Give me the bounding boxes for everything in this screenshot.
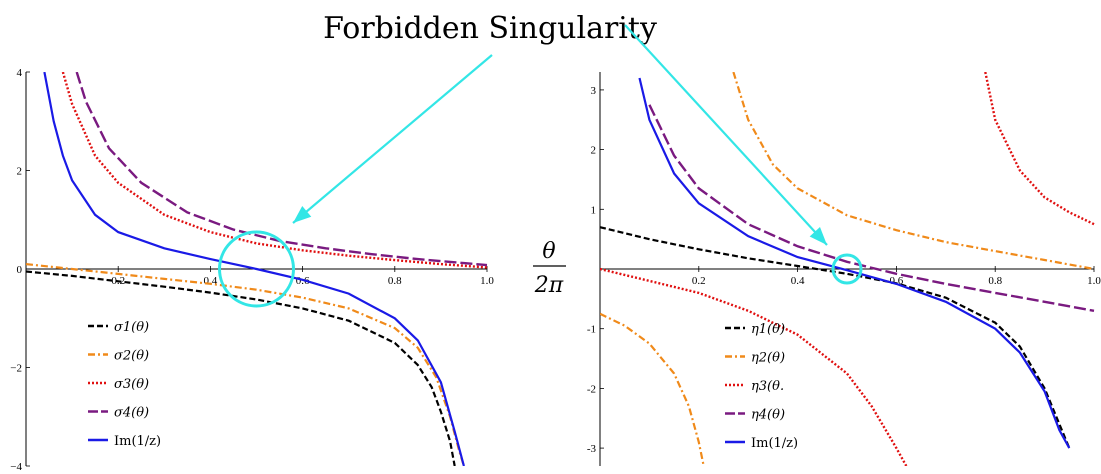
arrow-to-left-singularity <box>292 54 493 224</box>
right-x-tick-label: 0.2 <box>692 275 706 287</box>
left-legend-label: Im(1/z) <box>114 434 161 449</box>
right-legend-label: η4(θ) <box>751 408 785 423</box>
left-singularity-circle <box>218 230 295 308</box>
right-singularity-circle <box>831 253 863 285</box>
right-series-line <box>984 72 1095 226</box>
right-series-line <box>600 312 705 466</box>
left-y-tick-label: 0 <box>17 264 23 276</box>
forbidden-singularity-title: Forbidden Singularity <box>323 11 657 46</box>
left-y-tick-label: −2 <box>10 363 22 375</box>
right-y-tick-label: -2 <box>587 383 596 395</box>
left-series-line <box>43 72 465 466</box>
left-y-tick-label: 2 <box>17 166 23 178</box>
left-legend-label: σ3(θ) <box>114 377 149 392</box>
left-y-tick-label: 4 <box>17 67 23 79</box>
theta-numerator: θ <box>542 239 555 264</box>
right-x-tick-label: 0.4 <box>791 275 805 287</box>
right-y-tick-label: -3 <box>587 443 597 455</box>
left-series-line <box>26 270 456 466</box>
right-series-line <box>732 72 1095 271</box>
right-plot: 0.2 0.4 0.6 0.8 1.0321-1-2-3η1(θ)η2(θ)η3(θ.η… <box>587 72 1101 466</box>
left-legend-label: σ2(θ) <box>114 349 149 364</box>
left-series-line <box>75 72 488 267</box>
left-x-tick-label: 1.0 <box>480 275 494 287</box>
right-legend-label: Im(1/z) <box>751 436 798 451</box>
left-series-line <box>26 263 465 466</box>
left-plot: 0.2 0.4 0.6 0.8 1.0420−2−4σ1(θ)σ2(θ)σ3(θ)σ4(… <box>10 67 494 473</box>
left-series-line <box>61 72 488 269</box>
left-legend-label: σ4(θ) <box>114 406 149 421</box>
left-y-tick-label: −4 <box>10 461 22 473</box>
right-x-tick-label: 0.8 <box>988 275 1002 287</box>
arrow-to-left-singularity-head <box>293 206 312 223</box>
right-y-tick-label: -1 <box>587 324 596 336</box>
right-legend-label: η1(θ) <box>751 322 785 337</box>
annotation-arrows <box>292 24 828 246</box>
right-x-tick-label: 1.0 <box>1087 275 1101 287</box>
right-y-tick-label: 1 <box>591 204 597 216</box>
right-legend-label: η2(θ) <box>751 351 785 366</box>
right-legend-label: η3(θ. <box>751 379 784 394</box>
arrow-to-right-singularity <box>624 24 828 246</box>
left-x-tick-label: 0.8 <box>388 275 402 287</box>
left-legend-label: σ1(θ) <box>114 320 149 335</box>
right-y-tick-label: 2 <box>591 145 597 157</box>
right-series-line <box>600 267 908 466</box>
right-series-line <box>638 77 1071 449</box>
right-series-line <box>648 104 1095 312</box>
theta-denominator: 2π <box>534 273 564 298</box>
arrow-to-right-singularity-head <box>809 227 827 245</box>
right-y-tick-label: 3 <box>591 85 597 97</box>
